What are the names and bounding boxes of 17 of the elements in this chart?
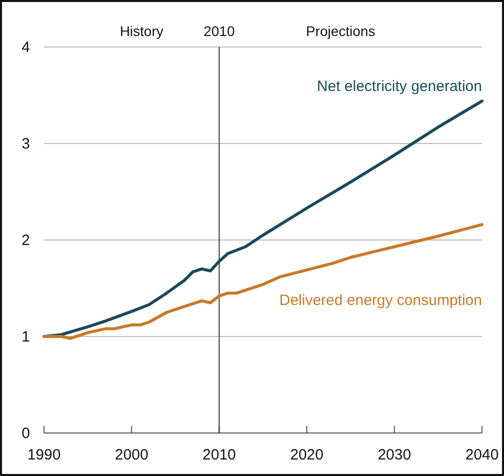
x-tick-label: 1990 xyxy=(27,446,61,464)
y-tick-label: 4 xyxy=(22,38,30,56)
x-tick-label: 2010 xyxy=(202,446,236,464)
ref-line-label: 2010 xyxy=(204,23,235,39)
y-tick-label: 0 xyxy=(22,424,30,442)
line-series xyxy=(42,223,484,340)
x-tick-label: 2000 xyxy=(114,446,148,464)
text: Projections xyxy=(306,23,376,39)
text: History xyxy=(120,23,164,39)
series-label: Net electricity generation xyxy=(316,78,482,95)
series-label: Delivered energy consumption xyxy=(279,292,482,309)
y-tick-label: 2 xyxy=(22,232,30,249)
x-tick-label: 2020 xyxy=(290,446,324,464)
y-tick-label: 3 xyxy=(22,135,30,152)
x-tick-label: 2030 xyxy=(378,446,412,464)
x-tick-label: 2040 xyxy=(465,446,499,464)
y-tick-label: 1 xyxy=(22,328,30,346)
